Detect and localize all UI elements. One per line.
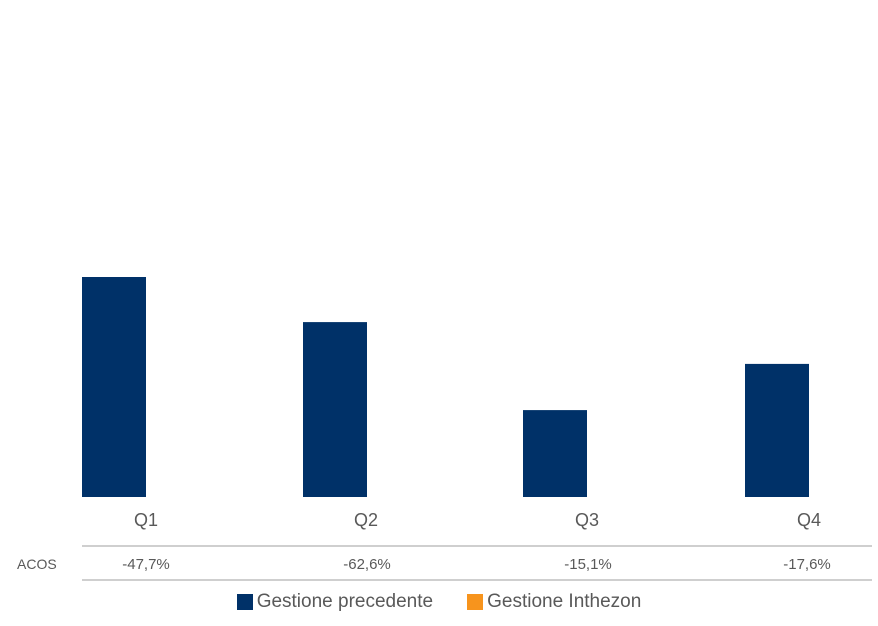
- acos-value-q1: -47,7%: [122, 556, 170, 573]
- acos-row: -47,7% -62,6% -15,1% -17,6%: [122, 556, 831, 573]
- legend: Gestione precedente Gestione Inthezon: [0, 588, 878, 616]
- bars-group: [82, 277, 809, 497]
- category-label-q2: Q2: [354, 510, 378, 530]
- bar-q4: [745, 363, 809, 497]
- legend-swatch-gestione-inthezon: [467, 594, 484, 610]
- bar-q1: [82, 277, 146, 497]
- category-label-q1: Q1: [134, 510, 158, 530]
- acos-value-q4: -17,6%: [783, 556, 831, 573]
- bar-q2: [303, 322, 367, 497]
- category-label-q4: Q4: [797, 510, 821, 530]
- legend-swatch-gestione-precedente: [236, 594, 253, 610]
- acos-value-q3: -15,1%: [564, 556, 612, 573]
- bar-q3: [523, 410, 587, 497]
- legend-label-gestione-precedente: Gestione precedente: [256, 591, 434, 612]
- category-label-q3: Q3: [575, 510, 599, 530]
- legend-label-gestione-inthezon: Gestione Inthezon: [487, 591, 642, 612]
- bar-chart: Q1 Q2 Q3 Q4 ACOS -47,7% -62,6% -15,1% -1…: [17, 277, 872, 581]
- legend-item-gestione-inthezon: Gestione Inthezon: [467, 591, 641, 613]
- legend-item-gestione-precedente: Gestione precedente: [236, 591, 434, 613]
- acos-row-title: ACOS: [17, 556, 57, 572]
- category-labels: Q1 Q2 Q3 Q4: [134, 510, 821, 530]
- acos-value-q2: -62,6%: [343, 556, 391, 573]
